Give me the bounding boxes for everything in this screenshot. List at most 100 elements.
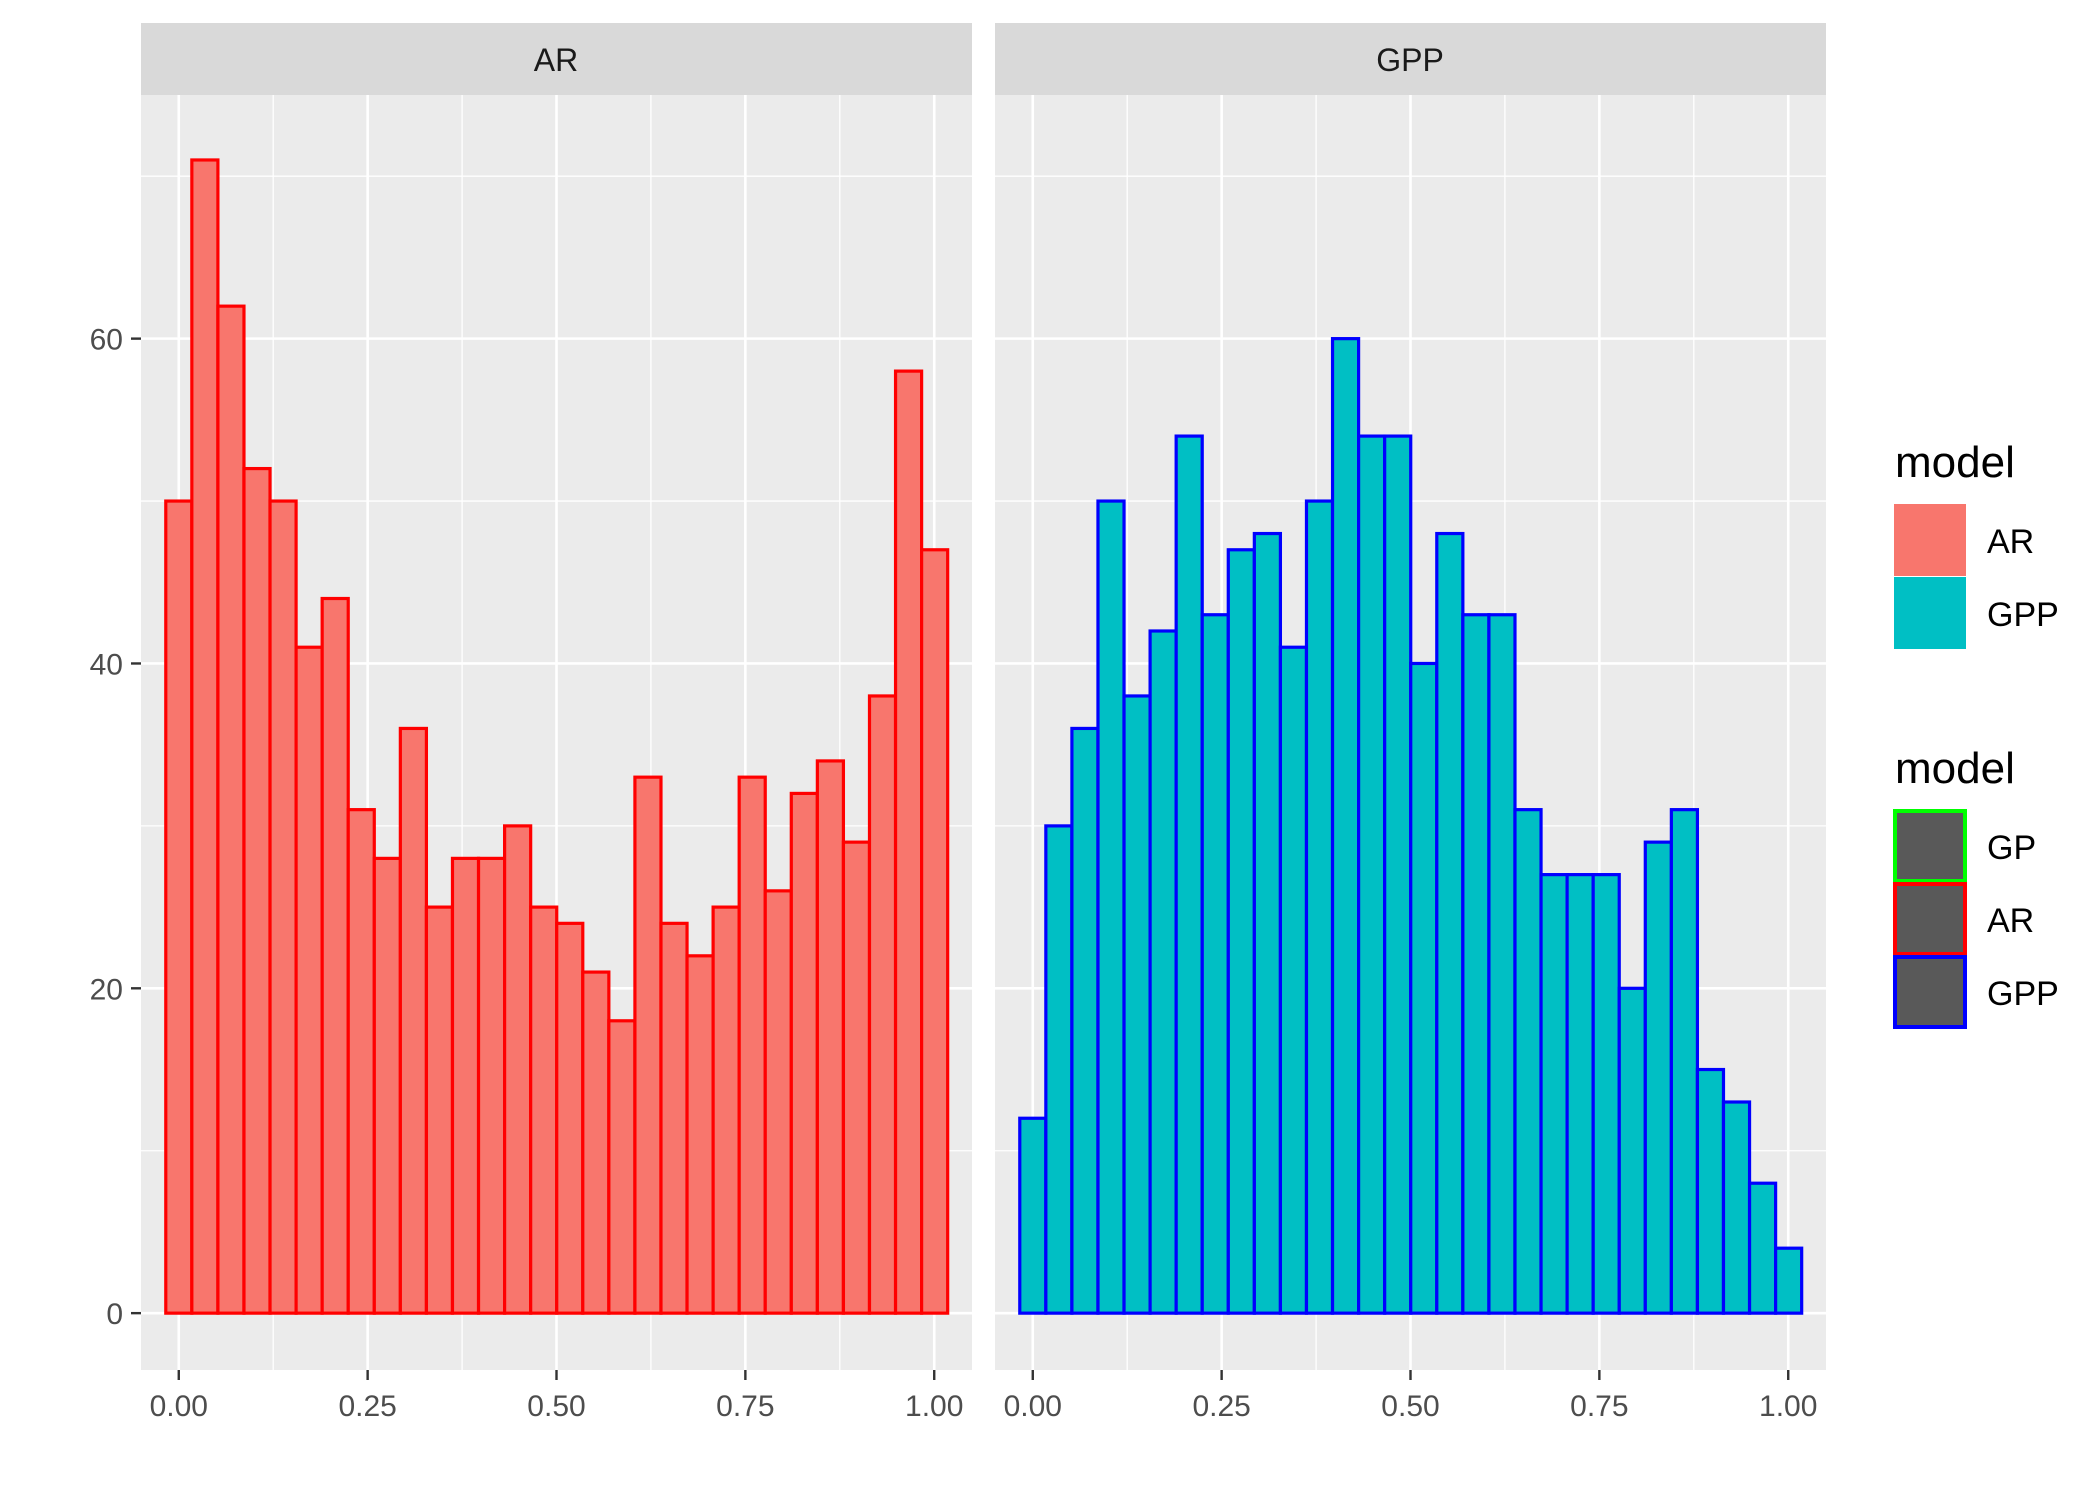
- bars-ar: [164, 158, 950, 1315]
- bar-ar: [190, 158, 220, 1315]
- bar-gpp: [1591, 873, 1621, 1315]
- bar-gpp: [1122, 694, 1152, 1315]
- bar-gpp: [1278, 645, 1309, 1315]
- bar-ar: [893, 369, 924, 1315]
- x-tick-label-gpp: 0.25: [1192, 1390, 1250, 1423]
- x-axis-ar: 0.00 0.25 0.50 0.75 1.00: [150, 1370, 963, 1423]
- bar-gpp: [1070, 726, 1100, 1315]
- x-tick-label-ar: 0.00: [150, 1390, 208, 1423]
- legend-label-gpp-outline: GPP: [1987, 975, 2059, 1013]
- y-tick-label: 40: [90, 648, 123, 681]
- legend-key-gpp-outline: [1893, 955, 1967, 1029]
- bar-gpp: [1383, 434, 1413, 1315]
- panel-gpp: GPP 0.00 0.25 0.50 0.75 1.00: [995, 23, 1826, 1423]
- bar-ar: [841, 840, 872, 1315]
- strip-label-ar: AR: [534, 42, 578, 78]
- legend-key-ar-fill: [1894, 504, 1966, 576]
- bar-gpp: [1409, 661, 1439, 1315]
- bar-ar: [789, 791, 819, 1315]
- bar-gpp: [1304, 499, 1335, 1315]
- y-tick-label: 0: [106, 1298, 123, 1331]
- bar-ar: [763, 889, 793, 1315]
- legend-label-gp-outline: GP: [1987, 829, 2036, 867]
- legend-outline: model GP AR GPP: [1893, 744, 2059, 1029]
- bar-gpp: [1096, 499, 1126, 1315]
- panel-ar: AR 0.00 0.25 0.50 0.75 1.00: [141, 23, 972, 1423]
- bar-ar: [581, 970, 611, 1315]
- bar-ar: [164, 499, 194, 1315]
- bar-gpp: [1513, 808, 1543, 1315]
- x-tick-label-gpp: 0.00: [1004, 1390, 1062, 1423]
- bar-ar: [920, 548, 950, 1315]
- bar-ar: [529, 905, 559, 1315]
- bar-ar: [242, 466, 272, 1315]
- bar-ar: [424, 905, 455, 1315]
- x-axis-gpp: 0.00 0.25 0.50 0.75 1.00: [1004, 1370, 1817, 1423]
- bar-ar: [659, 921, 689, 1315]
- x-tick-label-gpp: 1.00: [1759, 1390, 1817, 1423]
- strip-background-gpp: [995, 23, 1826, 95]
- bar-ar: [867, 694, 898, 1315]
- bar-gpp: [1200, 613, 1230, 1315]
- bar-gpp: [1357, 434, 1387, 1315]
- legend-outline-title: model: [1895, 744, 2015, 793]
- bars-gpp: [1018, 337, 1804, 1315]
- bar-gpp: [1643, 840, 1673, 1315]
- bar-gpp: [1018, 1116, 1048, 1315]
- bar-ar: [737, 775, 767, 1315]
- bar-gpp: [1774, 1246, 1804, 1315]
- bar-gpp: [1747, 1181, 1778, 1315]
- strip-label-gpp: GPP: [1376, 42, 1444, 78]
- bar-ar: [372, 856, 402, 1315]
- x-tick-label-ar: 0.50: [527, 1390, 585, 1423]
- legend-label-ar-fill: AR: [1987, 523, 2034, 561]
- bar-ar: [294, 645, 324, 1315]
- x-tick-label-ar: 0.75: [716, 1390, 774, 1423]
- bar-gpp: [1695, 1067, 1726, 1315]
- bar-gpp: [1174, 434, 1204, 1315]
- legend-fill-title: model: [1895, 438, 2015, 487]
- bar-ar: [633, 775, 663, 1315]
- bar-ar: [320, 596, 350, 1315]
- bar-gpp: [1226, 548, 1256, 1315]
- bar-gpp: [1617, 986, 1647, 1315]
- y-tick-label: 60: [90, 324, 123, 357]
- y-tick-label: 20: [90, 973, 123, 1006]
- bar-gpp: [1461, 613, 1491, 1315]
- bar-ar: [398, 726, 429, 1315]
- legend-key-gpp-fill: [1894, 577, 1966, 649]
- bar-ar: [685, 954, 715, 1315]
- bar-gpp: [1669, 808, 1700, 1315]
- bar-ar: [216, 304, 246, 1315]
- bar-gpp: [1565, 873, 1595, 1315]
- bar-ar: [607, 1019, 637, 1315]
- bar-gpp: [1721, 1100, 1752, 1315]
- bar-gpp: [1252, 531, 1283, 1315]
- legend-key-gp-outline: [1893, 809, 1967, 883]
- bar-ar: [815, 759, 846, 1315]
- legend-fill: model AR GPP: [1894, 438, 2059, 649]
- bar-ar: [711, 905, 741, 1315]
- legend-label-gpp-fill: GPP: [1987, 596, 2059, 634]
- bar-ar: [450, 856, 481, 1315]
- x-tick-label-ar: 1.00: [905, 1390, 963, 1423]
- bar-gpp: [1330, 337, 1361, 1315]
- y-axis: 0 20 40 60: [90, 324, 141, 1331]
- bar-ar: [555, 921, 585, 1315]
- strip-background-ar: [141, 23, 972, 95]
- bar-gpp: [1539, 873, 1569, 1315]
- legend-key-ar-outline: [1893, 882, 1967, 956]
- x-tick-label-gpp: 0.50: [1381, 1390, 1439, 1423]
- x-tick-label-ar: 0.25: [338, 1390, 396, 1423]
- bar-ar: [346, 808, 376, 1315]
- bar-gpp: [1044, 824, 1074, 1315]
- bar-ar: [503, 824, 533, 1315]
- bar-gpp: [1435, 531, 1465, 1315]
- legend-label-ar-outline: AR: [1987, 902, 2034, 940]
- bar-gpp: [1487, 613, 1517, 1315]
- bar-ar: [476, 856, 507, 1315]
- bar-gpp: [1148, 629, 1178, 1315]
- x-tick-label-gpp: 0.75: [1570, 1390, 1628, 1423]
- bar-ar: [268, 499, 298, 1315]
